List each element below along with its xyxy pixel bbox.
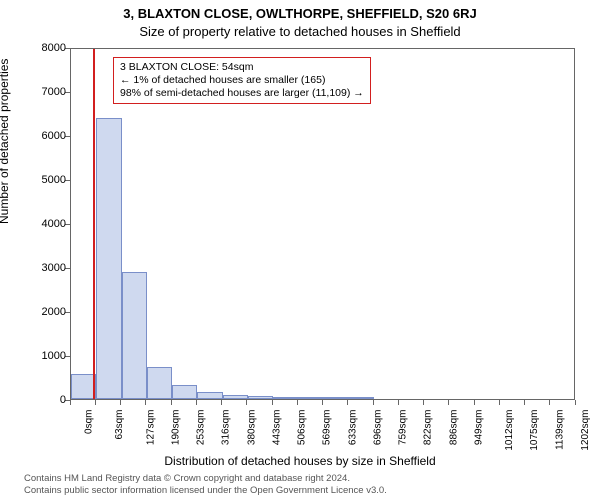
x-tick xyxy=(373,400,374,405)
x-tick xyxy=(524,400,525,405)
histogram-bar xyxy=(223,395,248,399)
x-tick xyxy=(575,400,576,405)
x-tick xyxy=(70,400,71,405)
y-tick-label: 1000 xyxy=(42,350,66,362)
y-tick-label: 4000 xyxy=(42,218,66,230)
chart-title-sub: Size of property relative to detached ho… xyxy=(0,24,600,39)
histogram-bar xyxy=(298,397,323,399)
x-tick-label: 190sqm xyxy=(170,410,181,446)
histogram-bar xyxy=(248,396,273,399)
x-tick-label: 0sqm xyxy=(83,410,94,434)
x-tick-label: 633sqm xyxy=(347,410,358,446)
y-tick-label: 0 xyxy=(60,394,66,406)
histogram-bar xyxy=(172,385,197,399)
x-tick-label: 380sqm xyxy=(246,410,257,446)
chart-title-address: 3, BLAXTON CLOSE, OWLTHORPE, SHEFFIELD, … xyxy=(0,6,600,21)
y-tick-label: 3000 xyxy=(42,262,66,274)
property-marker-line xyxy=(93,49,95,399)
x-tick xyxy=(347,400,348,405)
x-tick xyxy=(499,400,500,405)
x-tick-label: 1202sqm xyxy=(580,410,591,451)
x-tick xyxy=(322,400,323,405)
y-tick-label: 6000 xyxy=(42,130,66,142)
x-tick xyxy=(448,400,449,405)
x-tick-label: 1075sqm xyxy=(529,410,540,451)
x-tick xyxy=(398,400,399,405)
plot-area: 3 BLAXTON CLOSE: 54sqm← 1% of detached h… xyxy=(70,48,575,400)
x-tick-label: 886sqm xyxy=(448,410,459,446)
x-tick xyxy=(120,400,121,405)
histogram-bar xyxy=(122,272,147,399)
x-tick xyxy=(95,400,96,405)
y-axis-label: Number of detached properties xyxy=(0,59,11,224)
x-tick-label: 63sqm xyxy=(114,410,125,440)
y-tick-label: 2000 xyxy=(42,306,66,318)
histogram-bar xyxy=(197,392,222,399)
x-tick-label: 506sqm xyxy=(297,410,308,446)
x-tick-label: 127sqm xyxy=(145,410,156,446)
footer-attribution: Contains HM Land Registry data © Crown c… xyxy=(24,473,387,496)
x-axis-label: Distribution of detached houses by size … xyxy=(0,454,600,468)
x-tick-label: 949sqm xyxy=(473,410,484,446)
x-tick-label: 696sqm xyxy=(372,410,383,446)
x-tick xyxy=(221,400,222,405)
x-tick xyxy=(272,400,273,405)
y-tick-label: 5000 xyxy=(42,174,66,186)
x-tick xyxy=(297,400,298,405)
histogram-bar xyxy=(273,397,298,399)
x-tick-label: 443sqm xyxy=(271,410,282,446)
x-tick xyxy=(145,400,146,405)
histogram-bar xyxy=(349,397,374,399)
x-tick-label: 316sqm xyxy=(221,410,232,446)
histogram-bar xyxy=(324,397,349,399)
y-tick-label: 8000 xyxy=(42,42,66,54)
x-tick xyxy=(549,400,550,405)
x-tick xyxy=(171,400,172,405)
x-tick-label: 253sqm xyxy=(196,410,207,446)
callout-box: 3 BLAXTON CLOSE: 54sqm← 1% of detached h… xyxy=(113,57,371,104)
x-tick-label: 1012sqm xyxy=(504,410,515,451)
callout-line: ← 1% of detached houses are smaller (165… xyxy=(120,74,364,87)
y-tick-label: 7000 xyxy=(42,86,66,98)
x-tick xyxy=(246,400,247,405)
x-tick-label: 1139sqm xyxy=(554,410,565,450)
callout-line: 3 BLAXTON CLOSE: 54sqm xyxy=(120,61,364,74)
callout-line: 98% of semi-detached houses are larger (… xyxy=(120,87,364,100)
x-tick xyxy=(423,400,424,405)
x-tick-label: 569sqm xyxy=(322,410,333,446)
histogram-bar xyxy=(147,367,172,399)
x-tick xyxy=(474,400,475,405)
footer-line: Contains HM Land Registry data © Crown c… xyxy=(24,473,387,484)
histogram-bar xyxy=(96,118,121,399)
x-tick-label: 759sqm xyxy=(398,410,409,446)
x-tick-label: 822sqm xyxy=(423,410,434,446)
footer-line: Contains public sector information licen… xyxy=(24,485,387,496)
x-tick xyxy=(196,400,197,405)
